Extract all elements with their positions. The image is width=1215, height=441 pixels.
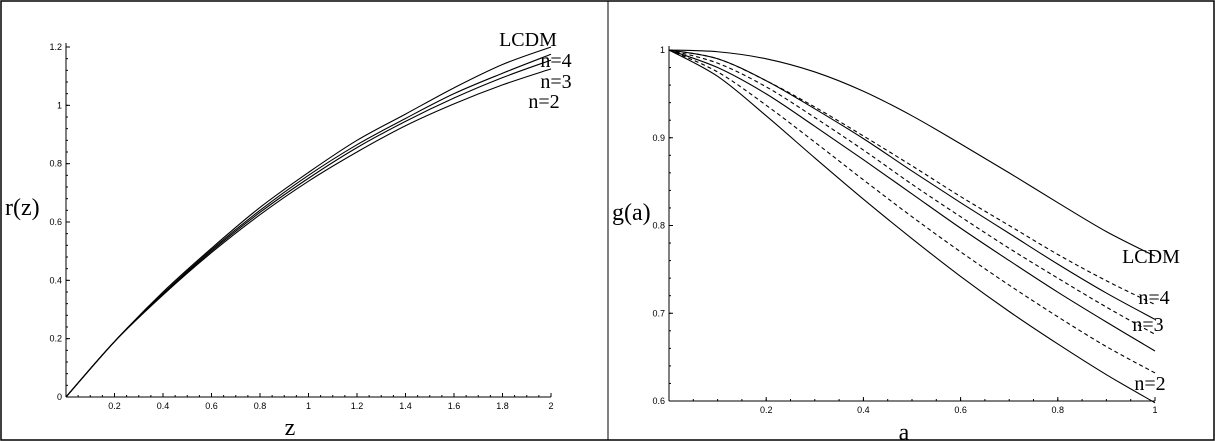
x-tick-label: 0.8 [254,401,267,411]
series-line-n3 [65,59,552,398]
y-tick-label: 1 [660,45,665,55]
series-line-dashed [668,49,1156,374]
series-label: LCDM [1122,246,1180,268]
y-tick-label: 0.6 [49,217,62,227]
y-tick-label: 0.6 [652,396,665,406]
x-tick-label: 2 [548,401,553,411]
x-tick-label: 0.4 [857,405,870,415]
series-label: LCDM [499,29,557,51]
series-line-dashed [668,49,1156,305]
series-label: n=3 [1132,314,1163,336]
x-tick-label: 0.2 [108,401,121,411]
y-tick-label: 0 [57,392,62,402]
y-tick-label: 0.8 [652,221,665,231]
series-line-n2 [668,49,1156,404]
x-tick-label: 1.8 [496,401,509,411]
x-tick-label: 0.6 [205,401,218,411]
x-tick-label: 1 [1152,405,1157,415]
y-tick-label: 0.2 [49,334,62,344]
x-tick-label: 0.6 [954,405,967,415]
y-tick-label: 0.8 [49,159,62,169]
chart-right-g-of-a: 0.2 0.4 0.6 0.8 1 0.6 0.7 0.8 0.9 1 a g(a) LCDM n=4 n=… [612,45,1180,441]
series-label: n=3 [540,71,571,93]
x-tick-label: 1.6 [448,401,461,411]
series-line-dashed [668,49,1156,335]
series-label: n=4 [1138,287,1169,309]
x-tick-label: 1.4 [399,401,412,411]
y-tick-label: 0.7 [652,308,665,318]
y-tick-label: 0.9 [652,133,665,143]
x-tick-label: 1.2 [351,401,364,411]
y-tick-label: 1.2 [49,42,62,52]
chart-left-r-of-z: 0.2 0.4 0.6 0.8 1 1.2 1.4 1.6 1.8 2 0 0.2 0.4 0.6 0.8 1… [5,29,572,441]
series-line-lcdm [668,49,1156,257]
y-tick-label: 0.4 [49,275,62,285]
x-tick-label: 0.2 [760,405,773,415]
x-axis-label: z [285,415,296,441]
series-line-n2 [65,68,552,398]
x-tick-label: 1 [306,401,311,411]
x-axis-label: a [899,420,910,441]
x-tick-label: 0.8 [1052,405,1065,415]
x-tick-label: 0.4 [157,401,170,411]
y-axis-label: g(a) [612,200,651,226]
series-line-lcdm [65,46,552,398]
series-label: n=2 [1134,373,1165,395]
series-label: n=4 [540,50,571,72]
y-tick-label: 1 [57,100,62,110]
series-line-n4 [668,49,1156,320]
series-line-n4 [65,53,552,398]
series-line-n3 [668,49,1156,352]
series-label: n=2 [528,91,559,113]
y-axis-label: r(z) [5,195,40,221]
